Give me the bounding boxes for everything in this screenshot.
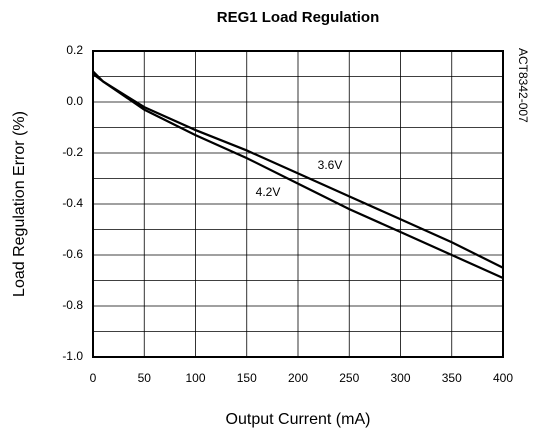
plot-frame bbox=[92, 50, 504, 358]
x-tick-label: 300 bbox=[390, 371, 410, 385]
y-tick-label: -0.8 bbox=[62, 298, 83, 312]
x-tick-label: 350 bbox=[442, 371, 462, 385]
y-axis-label: Load Regulation Error (%) bbox=[11, 111, 28, 297]
x-tick-label: 250 bbox=[339, 371, 359, 385]
y-tick-label: 0.2 bbox=[66, 43, 83, 57]
series-line bbox=[92, 70, 504, 279]
y-tick-label: -0.2 bbox=[62, 145, 83, 159]
x-tick-label: 200 bbox=[288, 371, 308, 385]
y-tick-label: -0.6 bbox=[62, 247, 83, 261]
y-tick-label: 0.0 bbox=[66, 94, 83, 108]
y-tick-label: -1.0 bbox=[62, 349, 83, 363]
x-tick-label: 50 bbox=[138, 371, 152, 385]
side-note: ACT8342-007 bbox=[516, 48, 530, 123]
series-label: 3.6V bbox=[318, 158, 343, 172]
series-label: 4.2V bbox=[256, 185, 281, 199]
x-tick-label: 150 bbox=[237, 371, 257, 385]
x-tick-label: 0 bbox=[90, 371, 97, 385]
y-tick-label: -0.4 bbox=[62, 196, 83, 210]
x-tick-label: 400 bbox=[493, 371, 513, 385]
x-axis-label: Output Current (mA) bbox=[226, 411, 371, 428]
chart-title: REG1 Load Regulation bbox=[217, 9, 380, 26]
x-tick-label: 100 bbox=[185, 371, 205, 385]
